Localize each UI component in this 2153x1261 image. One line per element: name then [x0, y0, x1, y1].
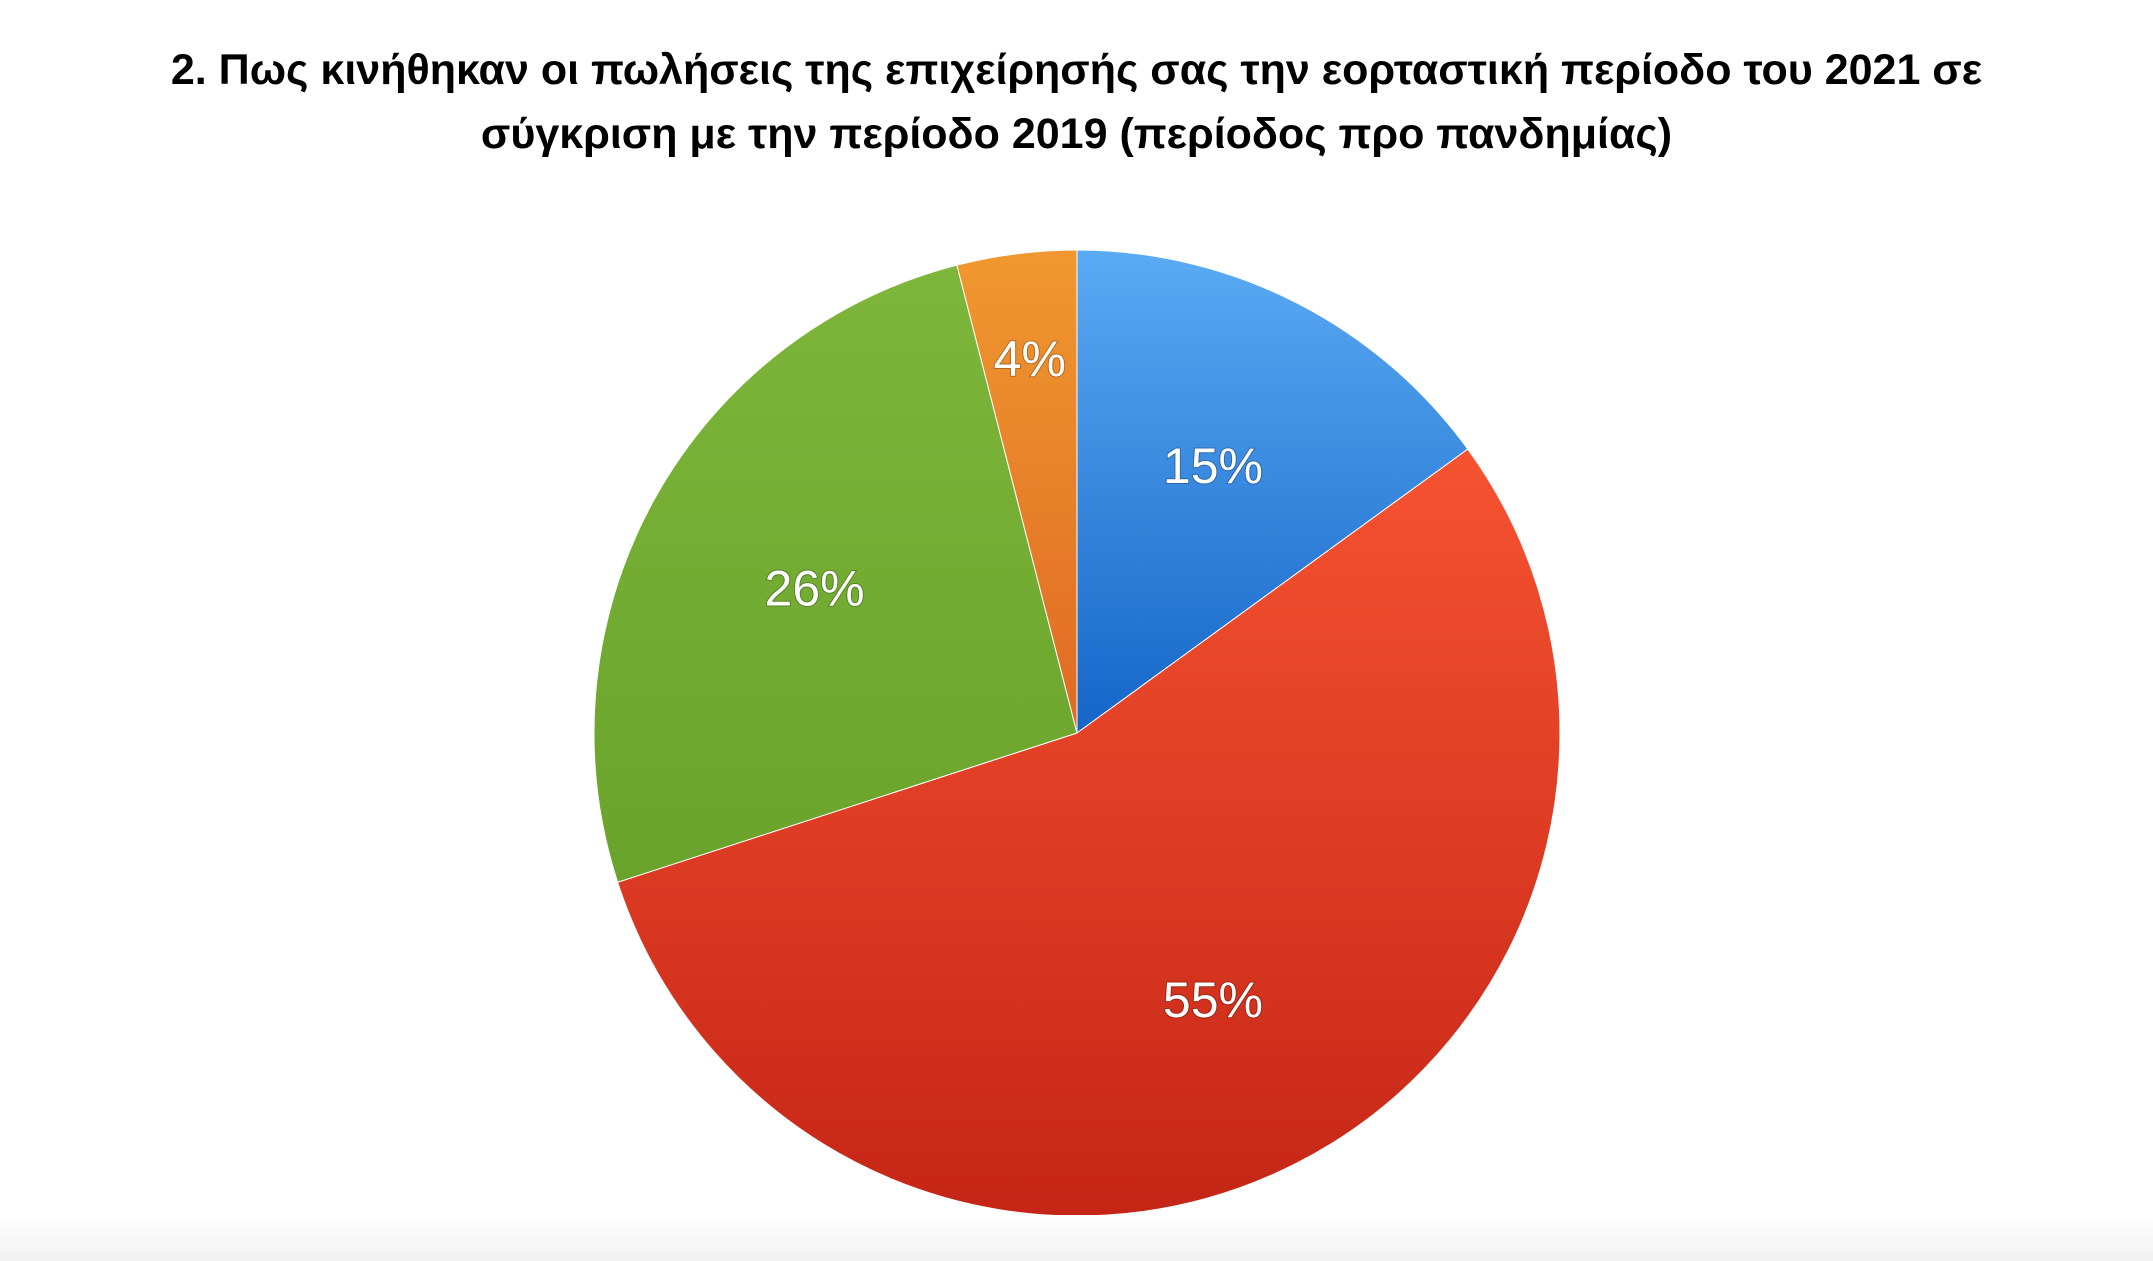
slice-label-55-percent: 55%	[1163, 972, 1263, 1028]
pie-slice-15-percent	[1076, 249, 1469, 734]
pie-slice-26-percent	[593, 264, 1078, 883]
slice-label-15-percent: 15%	[1163, 438, 1263, 494]
chart-title: 2. Πως κινήθηκαν οι πωλήσεις της επιχείρ…	[0, 38, 2153, 166]
chart-title-line-1: 2. Πως κινήθηκαν οι πωλήσεις της επιχείρ…	[170, 46, 1983, 94]
slice-label-26-percent: 26%	[765, 561, 865, 617]
bottom-shade	[0, 1215, 2153, 1261]
pie-slice-55-percent	[617, 448, 1561, 1217]
slice-label-4-percent: 4%	[994, 331, 1066, 387]
pie-slices	[593, 249, 1561, 1217]
pie-slice-4-percent	[956, 249, 1078, 734]
chart-title-line-2: σύγκριση με την περίοδο 2019 (περίοδος π…	[480, 110, 1673, 158]
pie-labels: 15% 55% 26% 4%	[764, 330, 1264, 1029]
